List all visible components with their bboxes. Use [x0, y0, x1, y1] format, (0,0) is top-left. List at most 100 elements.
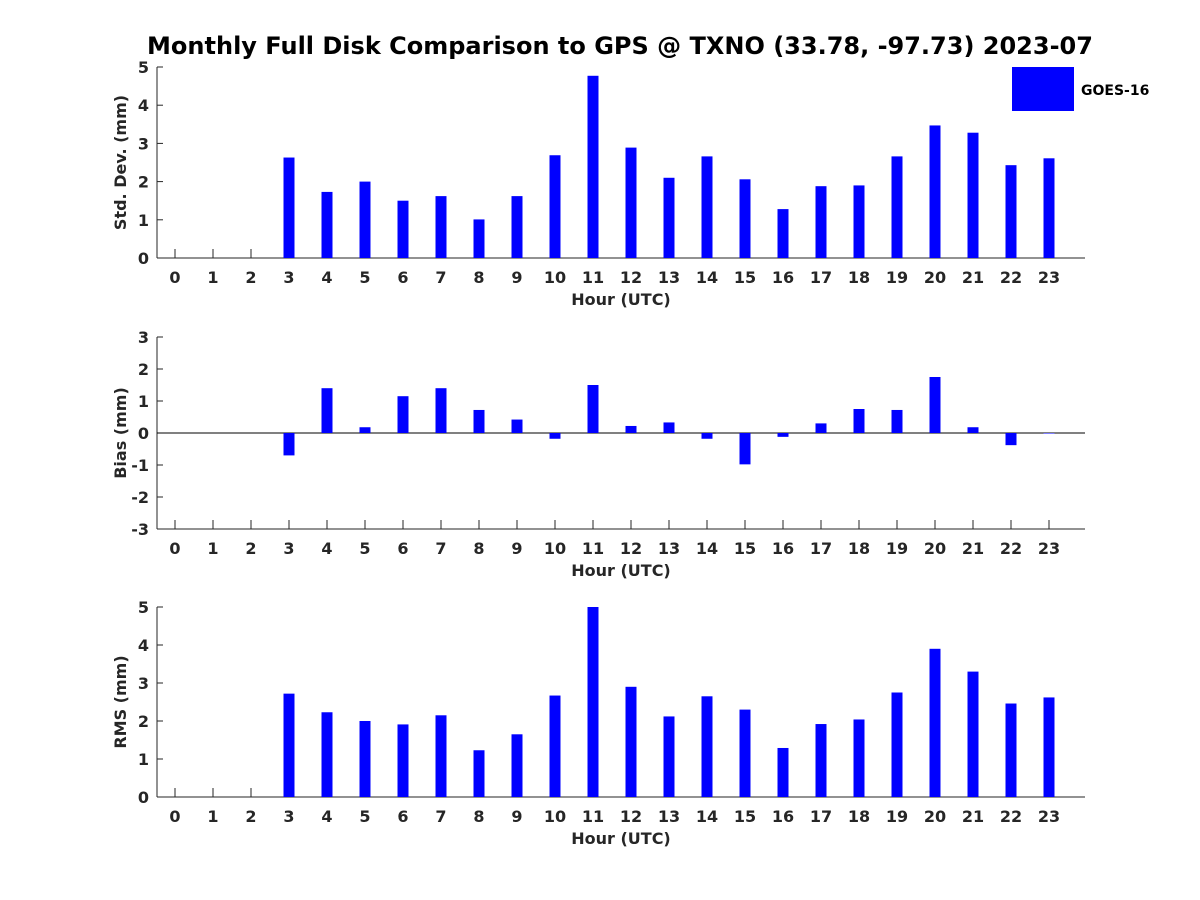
x-tick-label: 4: [321, 268, 332, 287]
x-tick-label: 22: [1000, 268, 1022, 287]
x-tick-label: 19: [886, 539, 908, 558]
bar-hour-22: [1005, 703, 1017, 797]
bar-hour-17: [815, 724, 827, 797]
x-axis-label: Hour (UTC): [571, 829, 671, 848]
bar-hour-16: [777, 747, 789, 797]
x-tick-label: 5: [359, 539, 370, 558]
bar-hour-17: [815, 423, 827, 433]
y-tick-label: 3: [138, 328, 149, 347]
bar-hour-7: [435, 388, 447, 433]
y-tick-label: 1: [138, 392, 149, 411]
x-tick-label: 4: [321, 539, 332, 558]
bar-hour-23: [1043, 158, 1055, 258]
bar-hour-5: [359, 721, 371, 797]
x-tick-label: 19: [886, 807, 908, 826]
x-tick-label: 20: [924, 807, 946, 826]
bar-hour-20: [929, 377, 941, 433]
x-tick-label: 17: [810, 807, 832, 826]
bar-hour-3: [283, 693, 295, 797]
x-tick-label: 13: [658, 268, 680, 287]
x-tick-label: 3: [283, 268, 294, 287]
bar-hour-11: [587, 75, 599, 258]
y-axis-label: RMS (mm): [111, 655, 130, 748]
y-tick-label: 3: [138, 134, 149, 153]
x-tick-label: 18: [848, 807, 870, 826]
x-tick-label: 10: [544, 268, 566, 287]
bar-hour-20: [929, 125, 941, 258]
x-tick-label: 2: [245, 268, 256, 287]
bar-hour-19: [891, 409, 903, 433]
x-tick-label: 15: [734, 539, 756, 558]
x-tick-label: 9: [511, 539, 522, 558]
bar-hour-15: [739, 179, 751, 258]
bar-hour-12: [625, 147, 637, 258]
x-tick-label: 15: [734, 807, 756, 826]
x-tick-label: 13: [658, 807, 680, 826]
bar-hour-4: [321, 712, 333, 797]
bar-hour-18: [853, 185, 865, 258]
x-axis-label: Hour (UTC): [571, 290, 671, 309]
bar-hour-6: [397, 200, 409, 258]
x-axis-label: Hour (UTC): [571, 561, 671, 580]
bar-hour-12: [625, 686, 637, 797]
bar-hour-3: [283, 433, 295, 456]
y-tick-label: 4: [138, 636, 149, 655]
bar-hour-18: [853, 409, 865, 433]
x-tick-label: 21: [962, 539, 984, 558]
bar-hour-7: [435, 196, 447, 258]
bar-hour-15: [739, 433, 751, 465]
bar-hour-11: [587, 385, 599, 433]
bar-hour-14: [701, 156, 713, 258]
y-axis-label: Bias (mm): [111, 387, 130, 479]
legend: GOES-16: [1012, 67, 1149, 111]
x-tick-label: 7: [435, 268, 446, 287]
x-tick-label: 23: [1038, 539, 1060, 558]
bar-hour-15: [739, 709, 751, 797]
x-tick-label: 3: [283, 539, 294, 558]
bar-hour-10: [549, 695, 561, 797]
x-tick-label: 14: [696, 807, 718, 826]
x-tick-label: 22: [1000, 807, 1022, 826]
x-tick-label: 1: [207, 807, 218, 826]
x-tick-label: 18: [848, 539, 870, 558]
bar-hour-13: [663, 422, 675, 433]
bar-hour-8: [473, 750, 485, 797]
x-tick-label: 20: [924, 539, 946, 558]
x-tick-label: 8: [473, 268, 484, 287]
y-tick-label: 5: [138, 598, 149, 617]
bar-hour-19: [891, 156, 903, 258]
x-tick-label: 23: [1038, 268, 1060, 287]
x-tick-label: 10: [544, 807, 566, 826]
x-tick-label: 1: [207, 268, 218, 287]
x-tick-label: 18: [848, 268, 870, 287]
x-tick-label: 4: [321, 807, 332, 826]
bar-hour-23: [1043, 697, 1055, 797]
bar-hour-9: [511, 196, 523, 258]
bar-hour-6: [397, 396, 409, 433]
bar-hour-4: [321, 191, 333, 258]
chart-title: Monthly Full Disk Comparison to GPS @ TX…: [147, 32, 1093, 60]
bar-hour-7: [435, 715, 447, 797]
bar-hour-9: [511, 419, 523, 433]
bar-hour-13: [663, 177, 675, 258]
x-tick-label: 2: [245, 539, 256, 558]
x-tick-label: 6: [397, 539, 408, 558]
x-tick-label: 11: [582, 539, 604, 558]
y-tick-label: 2: [138, 173, 149, 192]
bar-hour-10: [549, 433, 561, 439]
bar-hour-13: [663, 716, 675, 797]
x-tick-label: 12: [620, 807, 642, 826]
x-tick-label: 12: [620, 268, 642, 287]
bar-hour-23: [1043, 433, 1055, 434]
bar-hour-22: [1005, 165, 1017, 258]
x-tick-label: 9: [511, 807, 522, 826]
x-tick-label: 14: [696, 539, 718, 558]
x-tick-label: 22: [1000, 539, 1022, 558]
y-tick-label: 5: [138, 58, 149, 77]
x-tick-label: 19: [886, 268, 908, 287]
bar-hour-5: [359, 181, 371, 258]
y-tick-label: 1: [138, 211, 149, 230]
